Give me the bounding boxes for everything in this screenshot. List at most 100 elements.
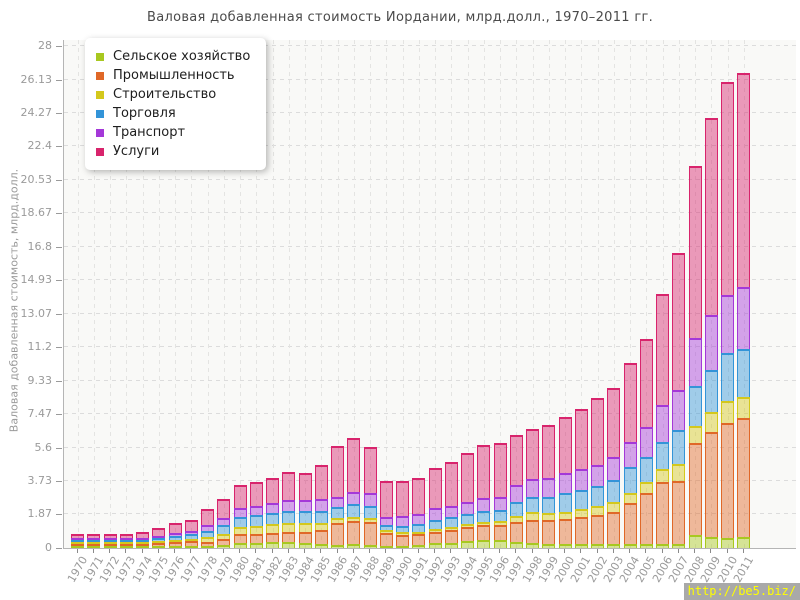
bar-segment <box>412 478 426 515</box>
bar-segment <box>152 536 166 539</box>
h-gridline <box>64 212 796 214</box>
v-gridline <box>646 40 648 548</box>
bar-segment <box>704 117 718 315</box>
bar-segment <box>623 467 637 493</box>
bar-segment <box>249 515 263 526</box>
x-tick-mark <box>466 549 468 553</box>
v-gridline <box>370 40 371 548</box>
bar-segment <box>737 397 751 419</box>
bar-segment <box>526 520 539 543</box>
bar-segment <box>168 539 182 542</box>
bar-segment <box>103 546 117 548</box>
bar-segment <box>168 535 182 540</box>
bar-segment <box>461 452 474 502</box>
bar-segment <box>347 438 361 492</box>
bar-segment <box>379 546 393 548</box>
bar-segment <box>542 496 556 513</box>
bar-segment <box>363 521 377 545</box>
y-tick-label: 28 <box>38 39 52 52</box>
legend-item[interactable]: Сельское хозяйство <box>96 47 250 66</box>
v-gridline <box>418 40 420 548</box>
legend-label: Строительство <box>113 87 217 102</box>
bar-segment <box>314 529 328 544</box>
legend-label: Сельское хозяйство <box>113 49 251 64</box>
x-tick-mark <box>694 549 695 553</box>
bar-2007 <box>672 253 686 548</box>
bar-1974 <box>136 532 149 548</box>
bar-segment <box>298 531 312 543</box>
bar-segment <box>688 385 702 427</box>
bar-segment <box>639 544 653 548</box>
bar-1990 <box>396 481 409 548</box>
bar-segment <box>542 478 556 497</box>
bar-segment <box>103 542 117 544</box>
bar-segment <box>103 538 117 540</box>
bar-2004 <box>623 363 637 548</box>
legend-item[interactable]: Промышленность <box>96 66 250 85</box>
bar-segment <box>184 531 198 535</box>
bar-segment <box>623 492 637 503</box>
v-gridline <box>402 40 404 548</box>
bar-segment <box>656 294 669 405</box>
bar-segment <box>574 490 588 510</box>
bar-segment <box>477 525 491 540</box>
bar-1988 <box>363 447 377 548</box>
bar-segment <box>217 499 231 518</box>
bar-segment <box>233 485 247 509</box>
x-tick-mark <box>239 549 240 553</box>
bar-segment <box>314 543 328 548</box>
v-gridline <box>126 40 128 548</box>
bar-2001 <box>574 409 588 548</box>
bar-segment <box>201 509 214 525</box>
v-gridline <box>532 40 534 548</box>
bar-segment <box>639 426 653 457</box>
y-tick-mark <box>56 280 62 282</box>
bar-1970 <box>71 534 84 548</box>
bar-segment <box>607 480 621 502</box>
legend-item[interactable]: Транспорт <box>96 123 250 142</box>
bar-segment <box>639 492 653 545</box>
bar-segment <box>558 473 572 494</box>
bar-segment <box>688 442 702 535</box>
bar-segment <box>493 496 507 511</box>
bar-segment <box>87 540 101 542</box>
v-gridline <box>483 40 485 548</box>
x-tick-mark <box>499 549 500 553</box>
v-gridline <box>256 40 258 548</box>
h-gridline <box>64 513 796 515</box>
bar-1996 <box>493 443 507 548</box>
x-tick-mark <box>304 549 305 553</box>
legend-item[interactable]: Торговля <box>96 104 250 123</box>
bar-segment <box>558 493 572 513</box>
bar-segment <box>314 522 328 530</box>
watermark-link[interactable]: http://be5.biz/ <box>683 583 800 600</box>
bar-1978 <box>201 509 214 548</box>
bar-segment <box>266 532 279 543</box>
v-gridline <box>321 40 323 548</box>
bar-segment <box>282 500 296 511</box>
bar-segment <box>623 502 637 545</box>
bar-segment <box>444 517 458 528</box>
y-tick-mark <box>56 46 62 47</box>
legend-item[interactable]: Строительство <box>96 85 250 104</box>
bar-segment <box>721 537 734 548</box>
bar-segment <box>282 472 296 500</box>
bar-segment <box>71 546 84 548</box>
bar-1993 <box>444 461 458 548</box>
bar-segment <box>136 537 149 540</box>
bar-1994 <box>461 452 474 548</box>
v-gridline <box>77 40 79 548</box>
bar-segment <box>623 441 637 468</box>
bar-segment <box>704 412 718 433</box>
bar-segment <box>152 528 166 537</box>
bar-segment <box>477 539 491 548</box>
v-gridline <box>451 40 453 548</box>
bar-segment <box>136 539 149 542</box>
bar-segment <box>379 532 393 546</box>
bar-segment <box>542 520 556 544</box>
v-gridline <box>191 40 193 548</box>
bar-segment <box>152 542 166 546</box>
legend-item[interactable]: Услуги <box>96 142 250 161</box>
v-gridline <box>630 40 631 548</box>
